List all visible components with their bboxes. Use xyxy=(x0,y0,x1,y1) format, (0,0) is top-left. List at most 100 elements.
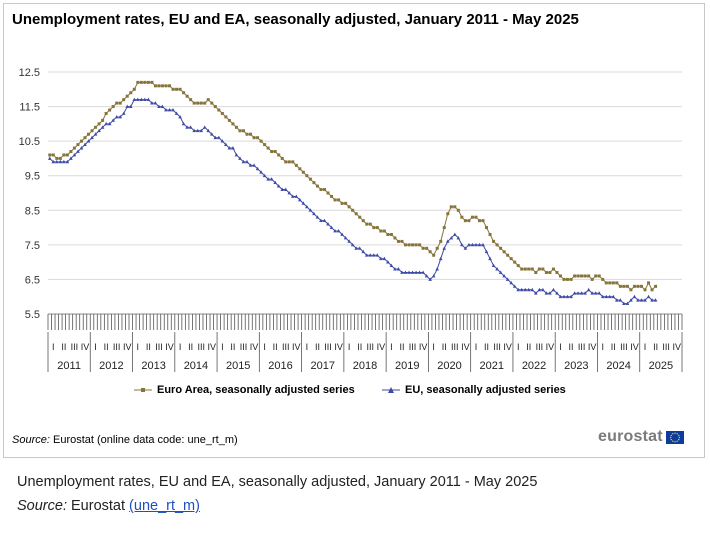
x-quarter-label: IV xyxy=(588,342,597,352)
data-point-eu xyxy=(178,114,182,119)
data-point-euro-area xyxy=(354,212,358,216)
series-line-euro-area xyxy=(49,81,656,291)
data-point-euro-area xyxy=(69,150,73,154)
data-point-euro-area xyxy=(83,136,87,140)
x-quarter-label: IV xyxy=(546,342,555,352)
x-quarter-label: III xyxy=(71,342,79,352)
data-point-euro-area xyxy=(129,91,133,95)
data-point-euro-area xyxy=(315,184,319,188)
x-quarter-label: III xyxy=(451,342,459,352)
data-point-euro-area xyxy=(530,267,534,271)
data-point-eu xyxy=(58,159,63,164)
data-point-eu xyxy=(171,108,175,112)
data-point-eu xyxy=(55,159,59,164)
data-point-eu xyxy=(622,301,626,306)
data-point-euro-area xyxy=(485,226,489,230)
eurostat-logo: eurostat xyxy=(598,428,684,446)
data-point-euro-area xyxy=(615,281,619,285)
data-point-eu xyxy=(421,270,425,274)
data-point-eu xyxy=(646,294,651,299)
data-point-eu xyxy=(195,128,200,133)
data-point-eu xyxy=(386,260,390,264)
x-quarter-label: III xyxy=(367,342,375,352)
data-point-euro-area xyxy=(157,84,161,88)
data-point-euro-area xyxy=(449,205,453,209)
data-point-euro-area xyxy=(573,274,577,278)
x-quarter-label: II xyxy=(442,342,447,352)
data-point-euro-area xyxy=(551,267,555,271)
data-point-eu xyxy=(424,273,429,278)
data-point-euro-area xyxy=(463,219,467,223)
x-quarter-label: II xyxy=(611,342,616,352)
data-point-eu xyxy=(174,111,179,115)
data-point-eu xyxy=(206,128,211,133)
x-year-label: 2014 xyxy=(184,360,208,372)
x-year-label: 2016 xyxy=(268,360,292,372)
data-point-euro-area xyxy=(477,219,481,223)
data-point-euro-area xyxy=(143,80,147,84)
data-point-eu xyxy=(347,239,351,243)
x-year-label: 2017 xyxy=(310,360,334,372)
data-point-eu xyxy=(403,270,408,274)
data-point-euro-area xyxy=(90,129,94,133)
data-point-eu xyxy=(319,218,323,223)
data-point-euro-area xyxy=(171,87,175,91)
data-point-euro-area xyxy=(492,239,496,243)
data-point-euro-area xyxy=(421,246,425,250)
data-point-euro-area xyxy=(562,277,566,281)
data-point-euro-area xyxy=(379,229,383,233)
x-quarter-label: IV xyxy=(81,342,90,352)
data-point-euro-area xyxy=(386,232,390,236)
data-point-euro-area xyxy=(132,87,136,91)
x-quarter-label: IV xyxy=(461,342,470,352)
data-point-euro-area xyxy=(62,153,66,157)
data-point-eu xyxy=(509,280,513,285)
caption-source-label: Source: xyxy=(17,498,67,514)
data-point-eu xyxy=(181,121,186,126)
data-point-eu xyxy=(361,249,366,254)
data-point-eu xyxy=(315,215,320,219)
data-point-eu xyxy=(498,270,503,274)
data-point-eu xyxy=(83,142,87,146)
data-point-euro-area xyxy=(227,118,231,122)
x-quarter-label: II xyxy=(230,342,235,352)
data-point-eu xyxy=(114,114,119,119)
data-point-eu xyxy=(336,229,341,233)
data-point-eu xyxy=(410,270,415,274)
data-point-eu xyxy=(368,253,373,257)
data-point-euro-area xyxy=(337,198,341,202)
data-point-euro-area xyxy=(280,156,284,160)
y-tick-label: 7.5 xyxy=(25,240,40,252)
data-point-euro-area xyxy=(249,132,253,136)
data-point-eu xyxy=(389,263,394,267)
data-point-eu xyxy=(530,287,535,292)
data-point-eu xyxy=(350,242,355,247)
x-quarter-label: II xyxy=(188,342,193,352)
data-point-eu xyxy=(625,301,630,306)
data-point-eu xyxy=(604,294,609,299)
data-point-eu xyxy=(526,287,531,292)
data-point-eu xyxy=(259,170,263,174)
x-quarter-label: I xyxy=(644,342,647,352)
x-quarter-label: I xyxy=(348,342,351,352)
data-point-euro-area xyxy=(534,271,538,275)
x-quarter-label: IV xyxy=(292,342,301,352)
data-point-eu xyxy=(290,194,295,198)
data-point-eu xyxy=(407,270,411,274)
data-point-euro-area xyxy=(185,94,189,98)
data-point-euro-area xyxy=(224,115,228,119)
data-point-eu xyxy=(456,235,461,240)
data-point-euro-area xyxy=(425,246,429,250)
x-year-label: 2025 xyxy=(649,360,673,372)
line-chart: 5.56.57.58.59.510.511.512.5I II III IV2011I… xyxy=(19,67,683,372)
data-point-eu xyxy=(255,166,260,171)
data-point-eu xyxy=(629,298,633,302)
x-quarter-label: I xyxy=(52,342,55,352)
x-quarter-label: III xyxy=(662,342,670,352)
data-point-eu xyxy=(354,246,358,250)
data-point-euro-area xyxy=(400,239,404,243)
legend-label-euro-area: Euro Area, seasonally adjusted series xyxy=(157,384,355,396)
dataset-link[interactable]: (une_rt_m) xyxy=(129,498,200,514)
data-point-euro-area xyxy=(284,160,288,164)
data-point-eu xyxy=(534,291,538,295)
